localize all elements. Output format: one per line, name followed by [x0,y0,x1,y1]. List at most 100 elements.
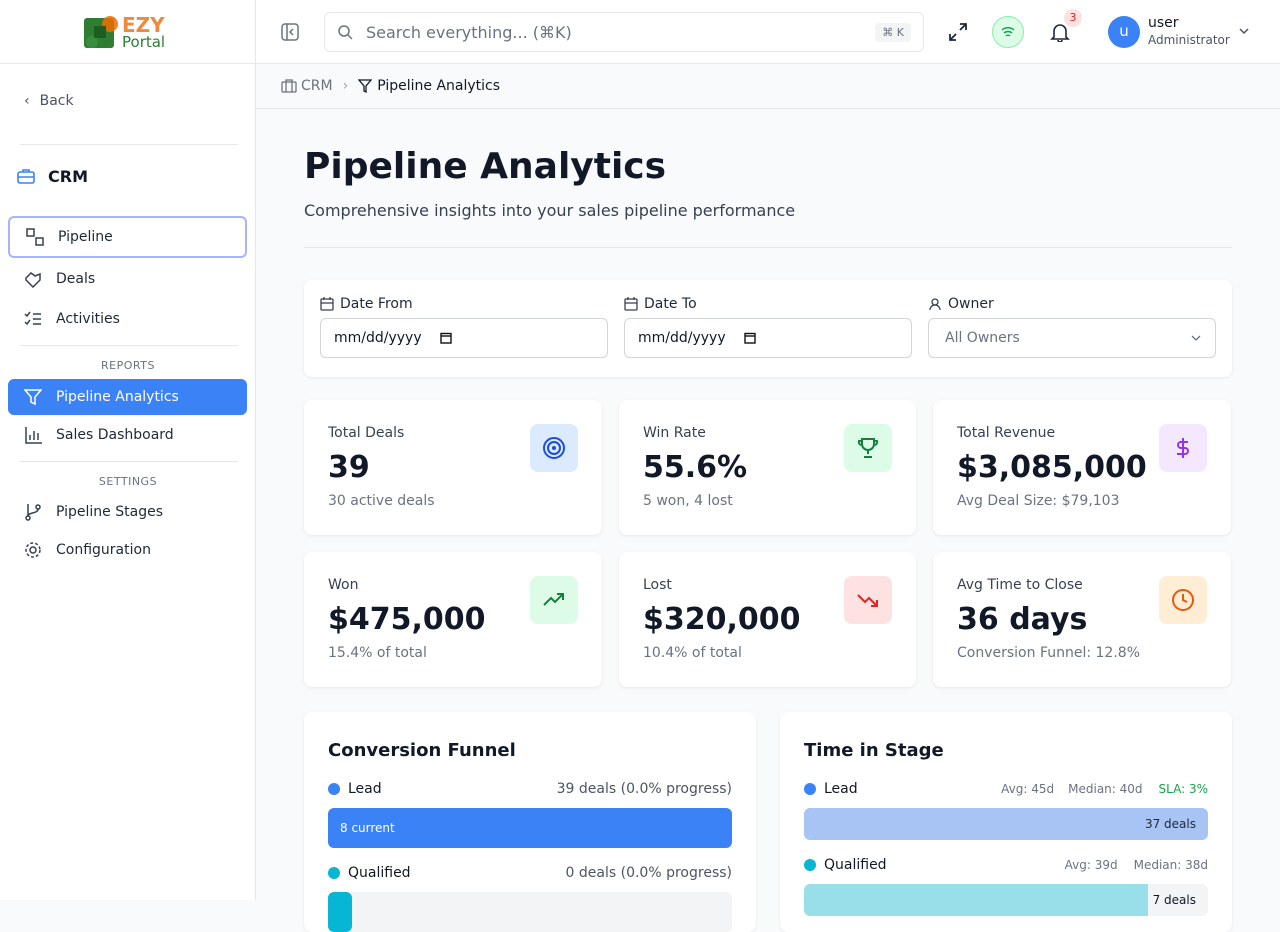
stat-note: 10.4% of total [643,645,742,661]
user-info[interactable]: user Administrator [1148,15,1230,48]
logo-text: Portal [122,32,166,51]
stat-card: Total Deals 39 30 active deals [304,400,602,535]
stage-name: Lead [348,781,382,797]
funnel-stage: Lead 39 deals (0.0% progress) [328,781,732,797]
select-value: All Owners [945,330,1020,346]
stat-card: Lost $320,000 10.4% of total [619,552,916,687]
input-value: mm/dd/yyyy [638,330,726,346]
logo-icon [84,16,118,48]
nav-text: Pipeline [58,229,113,245]
logo-text: EZY [122,12,165,37]
stat-label: Avg Time to Close [957,577,1083,593]
breadcrumb-item[interactable]: CRM [301,78,333,94]
date-input[interactable]: mm/dd/yyyy [624,318,912,358]
filter: Date To mm/dd/yyyy [624,296,912,358]
filter-label: Date From [340,296,413,312]
stage-sla: SLA: 3% [1158,782,1208,796]
search-shortcut: ⌘ K [875,22,911,42]
stat-value: $475,000 [328,602,486,637]
stat-note: 15.4% of total [328,645,427,661]
stat-icon [1159,576,1207,624]
nav-text: Configuration [56,542,151,558]
breadcrumb-item: Pipeline Analytics [377,78,501,94]
time-bar-label: 7 deals [1152,893,1196,907]
user-menu-caret[interactable] [1238,27,1250,37]
nav-text: Deals [56,271,96,287]
stat-note: 30 active deals [328,493,435,509]
stat-label: Total Revenue [957,425,1056,441]
stat-card: Avg Time to Close 36 days Conversion Fun… [933,552,1231,687]
stat-icon [844,576,892,624]
nav-heading: SETTINGS [98,475,158,488]
topbar: Search everything... (⌘K) ⌘ K 3 u user A… [256,0,1280,64]
filter: Date From mm/dd/yyyy [320,296,608,358]
search-placeholder: Search everything... (⌘K) [366,22,572,42]
section-text: CRM [48,166,88,186]
stage-avg: Avg: 45d [1001,782,1055,796]
nav-item[interactable]: Configuration [8,532,247,568]
stat-value: $3,085,000 [957,450,1147,485]
briefcase-icon [17,169,35,184]
sidebar: EZY Portal ‹ Back CRM Pipeline Deals Acti… [0,0,256,900]
stat-note: Conversion Funnel: 12.8% [957,645,1140,661]
funnel-track [328,892,732,932]
stage-median: Median: 38d [1133,858,1208,872]
stat-value: 55.6% [643,450,748,485]
notification-badge: 3 [1064,9,1082,27]
stat-icon [844,424,892,472]
filter: Owner All Owners [928,296,1216,358]
nav-item[interactable]: Pipeline [8,216,247,258]
time-stage: Lead Avg: 45d Median: 40d SLA: 3% [804,781,1208,797]
stat-label: Lost [643,577,672,593]
nav-item[interactable]: Activities [8,301,247,337]
nav-item[interactable]: Pipeline Stages [8,494,247,530]
stat-icon [530,576,578,624]
logo[interactable]: EZY Portal [80,12,165,52]
notification-button[interactable] [1050,22,1070,42]
stat-note: Avg Deal Size: $79,103 [957,493,1120,509]
stat-value: 36 days [957,602,1088,637]
stage-summary: 39 deals (0.0% progress) [556,781,732,797]
time-bar: 37 deals [804,808,1208,840]
breadcrumb: CRM › Pipeline Analytics [256,64,1280,109]
stat-label: Won [328,577,359,593]
stat-note: 5 won, 4 lost [643,493,733,509]
back-text: Back [39,93,74,109]
time-track: 7 deals [804,884,1208,916]
owner-select[interactable]: All Owners [928,318,1216,358]
time-stage: Qualified Avg: 39d Median: 38d [804,857,1208,873]
stage-name: Qualified [348,865,411,881]
stat-card: Total Revenue $3,085,000 Avg Deal Size: … [933,400,1231,535]
fullscreen-button[interactable] [948,22,968,42]
nav-text: Sales Dashboard [56,427,174,443]
nav-item[interactable]: Sales Dashboard [8,417,247,453]
nav-text: Pipeline Analytics [56,389,179,405]
funnel-bar: 8 current [328,808,732,848]
avatar[interactable]: u [1108,16,1140,48]
stage-name: Lead [824,781,858,797]
collapse-button[interactable] [281,23,299,41]
date-input[interactable]: mm/dd/yyyy [320,318,608,358]
user-role: Administrator [1148,32,1230,47]
stage-name: Qualified [824,857,887,873]
stage-avg: Avg: 39d [1064,858,1118,872]
nav-text: Pipeline Stages [56,504,163,520]
input-value: mm/dd/yyyy [334,330,422,346]
connection-status[interactable] [992,16,1024,48]
page-title: Pipeline Analytics [304,146,667,187]
back-link[interactable]: ‹ Back [24,93,74,109]
stat-label: Total Deals [328,425,405,441]
search-box[interactable]: Search everything... (⌘K) ⌘ K [324,12,924,52]
stat-card: Won $475,000 15.4% of total [304,552,602,687]
section-title: CRM [16,166,88,186]
stage-summary: 0 deals (0.0% progress) [565,865,732,881]
stat-icon [1159,424,1207,472]
stat-value: $320,000 [643,602,801,637]
stage-median: Median: 40d [1068,782,1143,796]
filter-panel: Date From mm/dd/yyyy Date To mm/dd/yyyy Ow… [304,280,1232,377]
nav-item[interactable]: Deals [8,261,247,297]
filter-label: Owner [948,296,994,312]
nav-item-active[interactable]: Pipeline Analytics [8,379,247,415]
nav-heading: REPORTS [101,359,155,372]
